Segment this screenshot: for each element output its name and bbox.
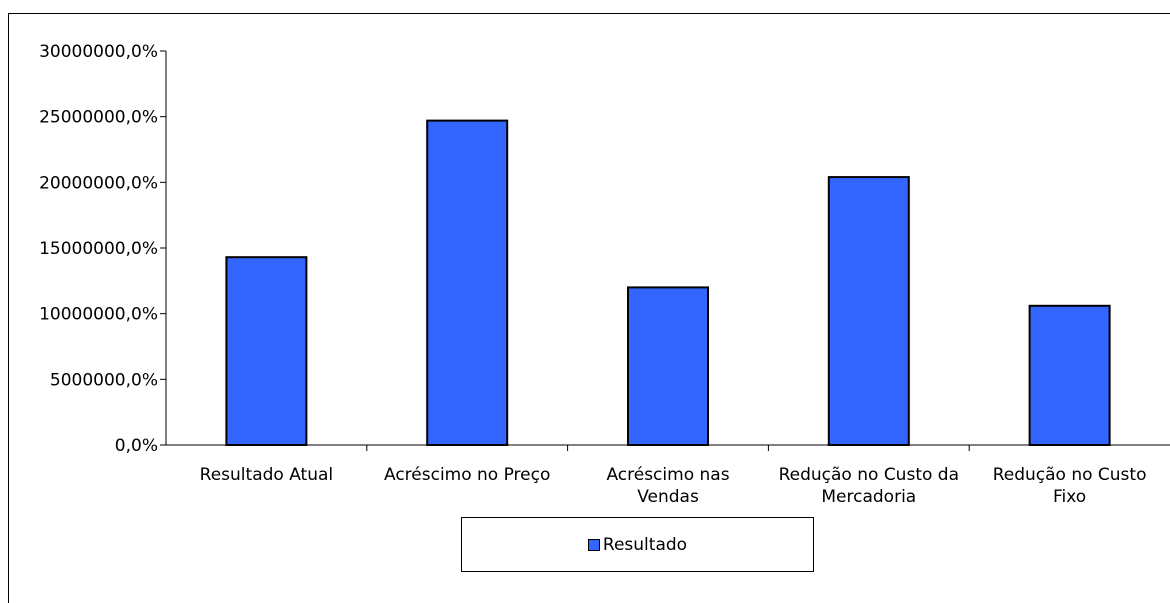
y-tick-label: 25000000,0% bbox=[39, 108, 158, 128]
y-tick-label: 20000000,0% bbox=[39, 173, 158, 193]
legend-label: Resultado bbox=[602, 534, 688, 555]
x-category-label: Fixo bbox=[1053, 487, 1086, 507]
bar bbox=[827, 176, 910, 447]
x-ticks bbox=[366, 445, 970, 451]
category-labels: Resultado Atual Acréscimo no Preço Acrésci… bbox=[200, 465, 1147, 507]
x-category-label: Resultado Atual bbox=[200, 465, 333, 485]
legend-swatch bbox=[587, 538, 600, 551]
y-ticks: 0,0% 5000000,0% 10000000,0% 15000000,0% 2000… bbox=[39, 42, 166, 456]
x-category-label: Redução no Custo bbox=[993, 465, 1147, 485]
bars bbox=[225, 119, 1111, 447]
y-tick-label: 30000000,0% bbox=[39, 42, 158, 62]
y-tick-label: 15000000,0% bbox=[39, 239, 158, 259]
chart-frame bbox=[8, 13, 1170, 603]
x-category-label: Redução no Custo da bbox=[779, 465, 959, 485]
x-category-label: Vendas bbox=[637, 487, 699, 507]
bar bbox=[627, 286, 709, 446]
y-tick-label: 5000000,0% bbox=[50, 370, 158, 390]
x-category-label: Mercadoria bbox=[821, 487, 916, 507]
y-tick-label: 0,0% bbox=[115, 436, 158, 456]
legend: Resultado bbox=[461, 517, 814, 572]
bar bbox=[225, 256, 308, 446]
x-category-label: Acréscimo nas bbox=[606, 465, 729, 485]
x-category-label: Acréscimo no Preço bbox=[384, 465, 550, 485]
bar bbox=[426, 119, 509, 447]
y-tick-label: 10000000,0% bbox=[39, 305, 158, 325]
bar bbox=[1028, 304, 1111, 446]
